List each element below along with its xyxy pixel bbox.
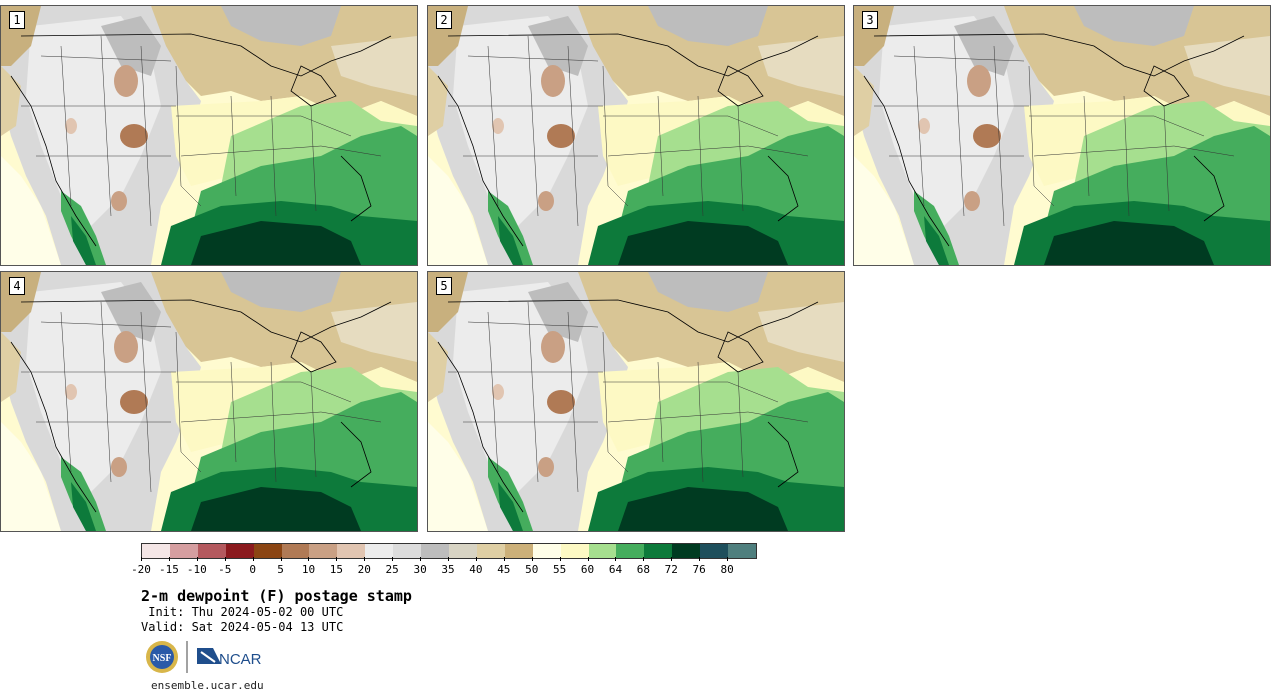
tick-mark — [503, 557, 505, 561]
tick-label: 40 — [469, 563, 483, 576]
map-panel-5[interactable]: 5 — [427, 271, 845, 532]
tick-label: 76 — [692, 563, 706, 576]
color-swatch — [504, 544, 533, 558]
color-swatch — [337, 544, 366, 558]
tick-label: 72 — [664, 563, 678, 576]
tick-label: 25 — [385, 563, 399, 576]
color-swatch — [560, 544, 589, 558]
tick-label: 60 — [580, 563, 595, 576]
tick-mark — [308, 557, 310, 561]
svg-text:NCAR: NCAR — [219, 651, 262, 668]
color-swatch — [142, 544, 170, 558]
color-swatch — [700, 544, 729, 558]
tick-label: 30 — [413, 563, 427, 576]
tick-mark — [615, 557, 617, 561]
tick-mark — [364, 557, 366, 561]
color-swatch — [644, 544, 673, 558]
color-swatch — [281, 544, 310, 558]
map-panel-4[interactable]: 4 — [0, 271, 418, 532]
tick-mark — [699, 557, 701, 561]
color-swatch — [365, 544, 394, 558]
map-panel-1[interactable]: 1 — [0, 5, 418, 266]
tick-label: 20 — [357, 563, 371, 576]
color-swatch — [169, 544, 198, 558]
tick-label: -15 — [158, 563, 179, 576]
dewpoint-map — [428, 272, 844, 531]
map-panel-2[interactable]: 2 — [427, 5, 845, 266]
tick-mark — [559, 557, 561, 561]
color-swatch — [672, 544, 701, 558]
logos: NSF NCAR — [146, 641, 262, 673]
tick-label: 64 — [608, 563, 623, 576]
valid-time: Valid: Sat 2024-05-04 13 UTC — [141, 620, 344, 634]
color-swatch — [393, 544, 422, 558]
tick-mark — [727, 557, 729, 561]
color-swatch — [225, 544, 254, 558]
color-swatch — [588, 544, 617, 558]
tick-mark — [448, 557, 449, 561]
tick-mark — [141, 557, 142, 561]
dewpoint-map — [428, 6, 844, 265]
nsf-logo-icon: NSF — [146, 641, 178, 673]
init-time: Init: Thu 2024-05-02 00 UTC — [141, 605, 344, 619]
tick-mark — [671, 557, 673, 561]
tick-mark — [531, 557, 533, 561]
tick-label: -20 — [131, 563, 151, 576]
color-swatch — [532, 544, 561, 558]
color-swatch — [421, 544, 449, 558]
tick-mark — [336, 557, 338, 561]
page-title: 2-m dewpoint (F) postage stamp — [141, 587, 412, 605]
tick-mark — [420, 557, 422, 561]
tick-label: 55 — [553, 563, 567, 576]
color-legend-ticks: -20 -15 -10 -5 0 5 10 15 20 25 30 35 40 45 50 55 60 64 68 7… — [131, 557, 757, 579]
tick-mark — [224, 557, 226, 561]
dewpoint-map — [1, 6, 417, 265]
color-swatch — [197, 544, 226, 558]
color-swatch — [448, 544, 477, 558]
panel-number: 3 — [862, 11, 878, 29]
color-swatch — [728, 544, 756, 558]
tick-label: -10 — [186, 563, 207, 576]
tick-label: 50 — [525, 563, 539, 576]
tick-mark — [587, 557, 589, 561]
color-swatch — [616, 544, 645, 558]
tick-mark — [475, 557, 477, 561]
tick-mark — [392, 557, 394, 561]
tick-label: 35 — [441, 563, 455, 576]
panel-number: 2 — [436, 11, 452, 29]
tick-mark — [643, 557, 645, 561]
website-link[interactable]: ensemble.ucar.edu — [151, 679, 264, 692]
tick-mark — [280, 557, 282, 561]
tick-label: 0 — [249, 563, 256, 576]
ncar-logo-icon: NCAR — [197, 648, 262, 668]
tick-label: 80 — [720, 563, 734, 576]
tick-label: 68 — [636, 563, 650, 576]
tick-mark — [168, 557, 170, 561]
panel-number: 5 — [436, 277, 452, 295]
tick-label: 45 — [497, 563, 511, 576]
tick-label: 15 — [329, 563, 343, 576]
dewpoint-map — [1, 272, 417, 531]
panel-number: 1 — [9, 11, 25, 29]
tick-label: 5 — [277, 563, 284, 576]
panel-number: 4 — [9, 277, 25, 295]
color-legend-bar — [141, 543, 757, 559]
color-swatch — [253, 544, 282, 558]
dewpoint-map — [854, 6, 1270, 265]
map-panel-3[interactable]: 3 — [853, 5, 1271, 266]
color-swatch — [309, 544, 338, 558]
svg-text:NSF: NSF — [153, 653, 172, 664]
tick-mark — [252, 557, 254, 561]
tick-label: -5 — [218, 563, 232, 576]
tick-label: 10 — [301, 563, 316, 576]
tick-mark — [196, 557, 198, 561]
color-swatch — [476, 544, 505, 558]
